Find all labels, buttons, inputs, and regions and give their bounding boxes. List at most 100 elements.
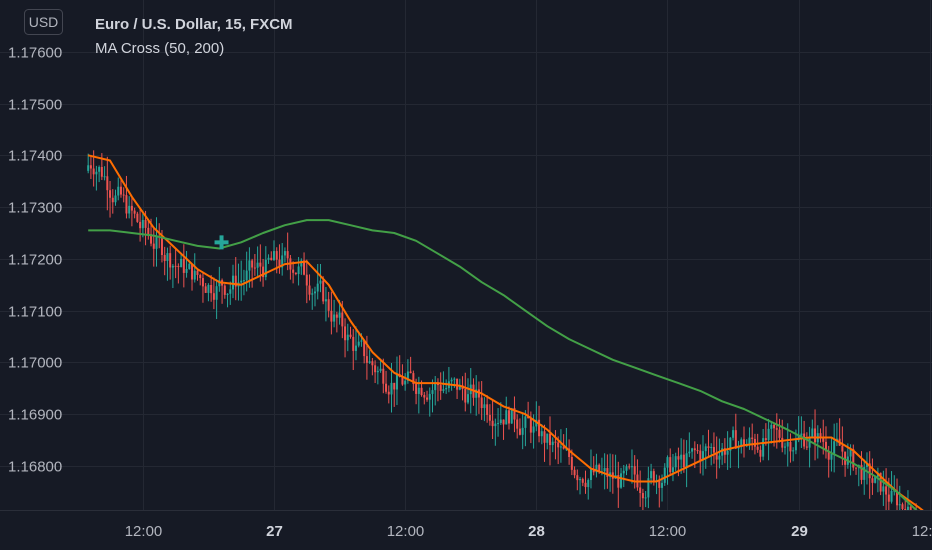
candle-body [767,428,770,441]
candle-body [322,280,325,302]
candle-body [559,446,562,448]
candle-body [783,446,786,448]
candle-body [680,454,683,460]
candle-body [573,469,576,476]
candle-body [415,384,418,394]
candle-body [376,370,379,373]
candle-body [365,356,368,363]
candle-body [264,259,267,278]
y-tick-label: 1.17000 [8,355,62,372]
candle-body [691,448,694,452]
candle-body [729,437,732,451]
price-axis[interactable]: 1.17600 1.17500 1.17400 1.17300 1.17200 1.171… [8,45,62,476]
candle-body [480,397,483,409]
candle-body [762,438,765,457]
candle-body [603,468,606,472]
candle-body [524,416,527,428]
candle-body [751,437,754,439]
y-tick-label: 1.17300 [8,200,62,217]
candle-body [570,456,573,470]
candle-body [188,263,191,269]
candle-body [109,190,112,198]
candle-body [885,486,888,495]
indicator-title[interactable]: MA Cross (50, 200) [95,40,224,57]
candle-body [508,410,510,424]
candle-body [426,397,429,400]
candle-body [540,431,543,437]
candle-body [833,441,836,454]
candle-body [139,221,142,229]
candle-body [450,379,453,382]
candle-body [100,166,103,177]
candle-body [630,466,633,468]
candle-body [180,258,183,268]
candle-body [316,283,319,292]
candle-body [327,299,330,311]
ma-cross-marker [214,235,229,250]
candle-body [830,453,833,460]
candle-body [792,450,795,452]
candle-body [360,340,363,342]
candle-body [671,467,674,473]
candle-body [363,340,366,357]
candle-body [557,442,560,448]
candle-body [770,424,773,429]
candle-body [786,442,789,447]
candle-body [152,243,155,249]
candle-body [144,219,147,228]
candle-body [669,457,672,473]
candle-body [502,419,505,425]
candle-body [177,265,180,268]
candle-body [778,429,781,438]
candle-body [860,464,863,480]
x-tick-label: 12:00 [387,523,425,540]
candle-body [890,490,893,502]
candle-body [704,446,707,452]
candle-body [262,266,265,278]
candle-body [529,418,532,433]
x-tick-label: 28 [528,523,545,540]
currency-badge[interactable] [24,9,63,35]
candle-body [617,474,620,488]
candle-body [313,291,316,294]
candle-body [475,389,478,398]
candle-body [874,476,877,483]
candle-body [824,441,827,452]
moving-average-lines [87,154,932,529]
candle-body [699,450,702,461]
ma-fast-line [87,154,932,519]
candle-body [732,430,735,438]
candle-body [253,267,256,269]
candle-body [505,410,508,425]
candle-body [712,447,715,453]
candle-body [387,391,390,395]
currency-label[interactable]: USD [29,14,59,30]
candle-body [579,479,582,481]
candle-body [352,336,355,351]
candle-body [338,312,341,318]
candle-body [374,365,377,373]
candle-body [229,289,232,294]
candle-body [171,265,174,268]
candle-body [488,414,491,421]
candle-body [273,251,275,261]
candle-body [546,433,549,443]
candle-body [622,470,625,474]
candle-body [242,280,245,282]
candle-body [554,441,557,443]
candle-body [849,449,852,457]
candle-body [464,389,467,403]
candle-body [641,493,644,499]
candle-body [215,286,218,300]
candle-body [589,469,592,481]
symbol-title[interactable]: Euro / U.S. Dollar, 15, FXCM [95,16,293,33]
candle-body [595,464,598,473]
candle-body [204,286,207,293]
candle-body [270,257,273,261]
candle-body [147,227,150,235]
candle-body [663,467,666,483]
x-tick-label: 29 [791,523,808,540]
candle-body [855,467,858,469]
